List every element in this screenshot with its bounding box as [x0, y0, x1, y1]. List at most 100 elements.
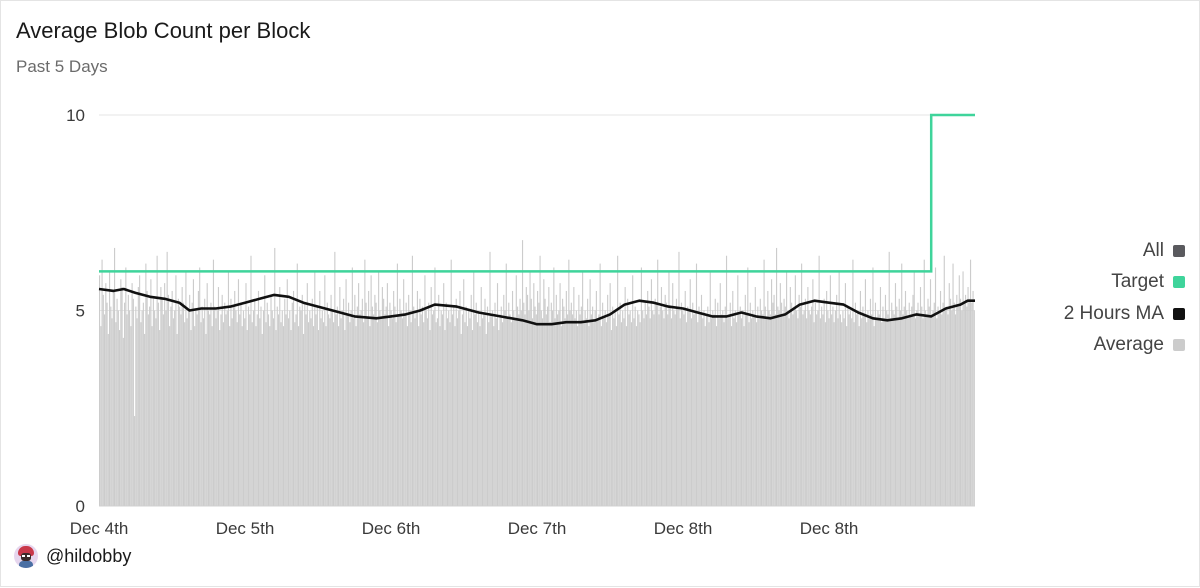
average-bar — [658, 314, 660, 506]
average-bar — [190, 330, 192, 506]
average-bar — [946, 306, 948, 506]
y-tick-label-0: 0 — [76, 497, 85, 516]
average-bar — [434, 267, 436, 506]
legend-item[interactable]: All — [1143, 235, 1185, 267]
average-bar — [959, 298, 962, 506]
average-bar — [119, 330, 121, 506]
average-bar — [924, 310, 927, 506]
average-bar — [390, 310, 392, 506]
average-bar — [653, 314, 655, 506]
average-bar — [848, 314, 850, 506]
average-bar — [846, 326, 848, 506]
average-bar — [336, 306, 338, 506]
average-bar — [958, 275, 960, 506]
average-bar — [279, 287, 281, 506]
average-bar — [526, 294, 529, 506]
average-bar — [802, 314, 804, 506]
average-bar — [346, 314, 348, 506]
average-bar — [310, 318, 312, 506]
average-bar — [615, 326, 617, 506]
average-bar — [353, 318, 355, 506]
average-bar — [602, 302, 604, 506]
average-bar — [424, 275, 426, 506]
average-bar — [480, 287, 482, 506]
average-bar — [100, 326, 102, 506]
average-bar — [297, 326, 300, 506]
average-bar — [969, 259, 972, 506]
average-bar — [724, 306, 726, 506]
average-bar — [301, 294, 303, 506]
average-bar — [747, 267, 749, 506]
average-bar — [205, 333, 207, 506]
average-bar — [878, 314, 880, 506]
average-bar — [886, 310, 888, 506]
average-bar — [949, 298, 952, 506]
average-bar — [757, 306, 759, 506]
average-bar — [339, 287, 341, 506]
average-bar — [971, 302, 973, 506]
average-bar — [229, 326, 231, 506]
average-bar — [415, 310, 417, 506]
average-bar — [842, 310, 844, 506]
average-bar — [973, 310, 975, 506]
average-bar — [847, 306, 849, 506]
average-bar — [617, 255, 619, 506]
legend-item[interactable]: 2 Hours MA — [1064, 298, 1185, 330]
average-bar — [786, 271, 788, 506]
average-bar — [567, 314, 569, 506]
average-bar — [267, 314, 270, 506]
legend-item[interactable]: Average — [1094, 330, 1185, 362]
average-bar — [906, 310, 908, 506]
average-bar — [732, 290, 734, 506]
average-bar — [334, 251, 336, 506]
average-bar — [144, 333, 146, 506]
average-bar — [379, 310, 381, 506]
average-bar — [753, 314, 755, 506]
average-bar — [772, 302, 774, 506]
average-bar — [677, 306, 679, 506]
average-bar — [874, 302, 877, 506]
average-bar — [489, 251, 491, 506]
average-bar — [469, 318, 471, 506]
average-bar — [122, 337, 124, 506]
average-bar — [438, 294, 440, 506]
legend-item[interactable]: Target — [1111, 267, 1185, 299]
average-bar — [745, 314, 748, 506]
average-bar — [116, 298, 118, 506]
average-bar — [659, 306, 661, 506]
average-bar — [555, 294, 557, 506]
average-bar — [510, 322, 512, 506]
average-bar — [179, 306, 181, 506]
average-bar — [720, 314, 723, 506]
average-bar — [105, 283, 107, 506]
average-bar — [801, 263, 803, 506]
average-bar — [928, 306, 930, 506]
average-bar — [562, 298, 564, 506]
average-bar — [195, 310, 197, 506]
average-bar — [202, 318, 204, 506]
average-bar — [286, 279, 288, 506]
moving-average-line — [98, 287, 975, 326]
average-bar — [175, 275, 177, 506]
average-bar — [728, 314, 730, 506]
average-bar — [408, 294, 410, 506]
average-bar — [464, 322, 466, 506]
average-bar — [499, 314, 501, 506]
average-bar — [189, 294, 191, 506]
average-bar — [505, 263, 507, 506]
y-tick-label-5: 5 — [76, 302, 85, 321]
average-bar — [370, 275, 372, 506]
average-bar — [411, 255, 413, 506]
average-bar — [399, 298, 401, 506]
average-bar — [524, 314, 526, 506]
average-bar — [172, 318, 174, 506]
average-bar — [613, 318, 615, 506]
average-bar — [501, 322, 504, 506]
average-bar — [793, 306, 795, 506]
average-bar — [593, 322, 595, 506]
average-bar — [675, 298, 678, 506]
average-bar — [798, 294, 800, 506]
average-bar — [776, 247, 778, 506]
average-bar — [259, 318, 261, 506]
average-bar — [807, 287, 809, 506]
